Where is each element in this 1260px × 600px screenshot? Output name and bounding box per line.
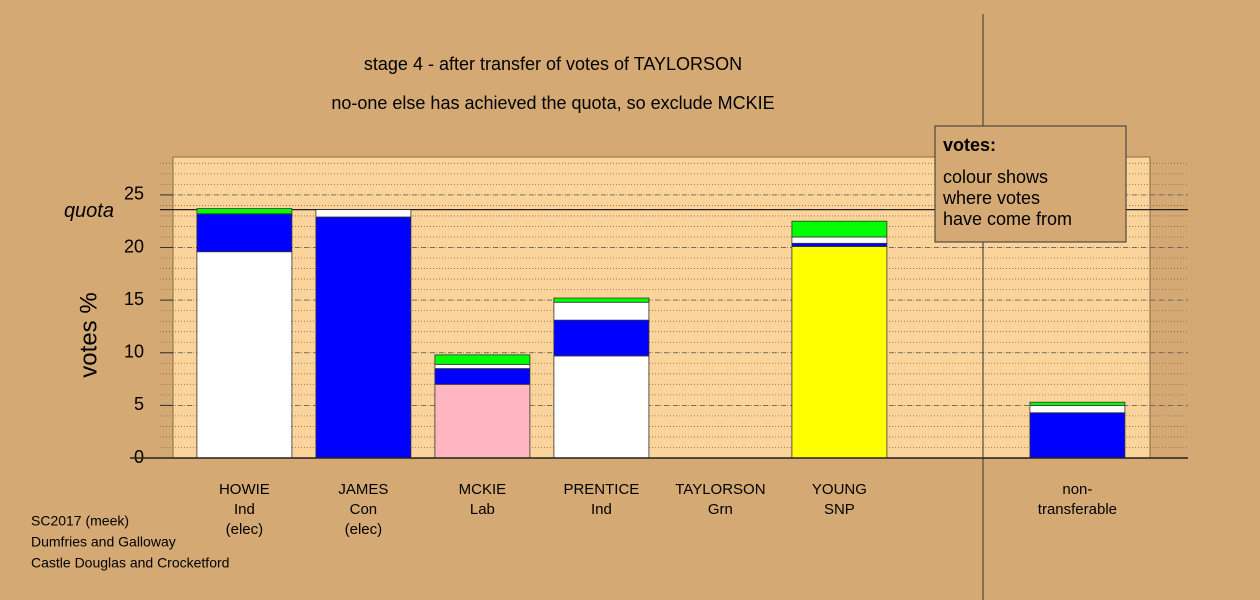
legend-text: where votes — [942, 188, 1040, 208]
legend-box — [934, 125, 1127, 243]
bar-segment — [1029, 401, 1126, 406]
bar-segment — [791, 242, 888, 247]
y-tick-label: 15 — [124, 289, 144, 309]
chart-title: stage 4 - after transfer of votes of TAY… — [364, 54, 742, 74]
y-tick-label: 10 — [124, 342, 144, 362]
x-tick-label: HOWIE — [219, 481, 270, 498]
x-tick-label: PRENTICE — [563, 481, 639, 498]
bar-segment — [1029, 412, 1126, 459]
bar-segment — [553, 319, 650, 357]
footer-text: Dumfries and Galloway — [31, 534, 176, 550]
x-tick-label: MCKIE — [459, 481, 507, 498]
x-tick-label: SNP — [824, 501, 855, 518]
footer-text: SC2017 (meek) — [31, 513, 129, 529]
bar-segment — [196, 208, 293, 215]
footer-text: Castle Douglas and Crocketford — [31, 555, 229, 571]
x-tick-label: TAYLORSON — [675, 481, 765, 498]
x-tick-label: Con — [350, 501, 378, 518]
legend-text: colour shows — [943, 167, 1048, 187]
bar-segment — [553, 301, 650, 321]
x-tick-label: Ind — [591, 501, 612, 518]
y-axis-label: votes % — [75, 292, 102, 377]
x-tick-label: JAMES — [338, 481, 388, 498]
bar-segment — [434, 368, 531, 385]
x-tick-label: Grn — [708, 501, 733, 518]
legend-title: votes: — [943, 135, 996, 155]
bar-segment — [791, 220, 888, 238]
legend-text: have come from — [943, 209, 1072, 229]
x-tick-label: (elec) — [345, 521, 383, 538]
bar-segment — [434, 363, 531, 369]
bar-segment — [315, 209, 412, 218]
x-tick-label: Lab — [470, 501, 495, 518]
x-tick-label: transferable — [1038, 501, 1117, 518]
y-tick-label: 0 — [134, 447, 144, 467]
x-tick-label: YOUNG — [812, 481, 867, 498]
bar-segment — [1029, 404, 1126, 414]
x-tick-label: (elec) — [226, 521, 264, 538]
x-tick-label: non- — [1062, 481, 1092, 498]
y-tick-label: 25 — [124, 184, 144, 204]
bars — [196, 208, 1126, 459]
bar-segment — [434, 383, 531, 459]
bar-segment — [791, 246, 888, 459]
quota-label: quota — [64, 200, 114, 222]
bar-segment — [196, 251, 293, 459]
x-tick-label: Ind — [234, 501, 255, 518]
y-tick-label: 5 — [134, 394, 144, 414]
bar-segment — [315, 216, 412, 459]
bar-segment — [434, 354, 531, 365]
bar-segment — [196, 213, 293, 253]
bar-segment — [553, 355, 650, 459]
y-tick-label: 20 — [124, 236, 144, 256]
bar-segment — [553, 297, 650, 303]
chart-subtitle: no-one else has achieved the quota, so e… — [331, 93, 774, 113]
bar-segment — [791, 236, 888, 244]
